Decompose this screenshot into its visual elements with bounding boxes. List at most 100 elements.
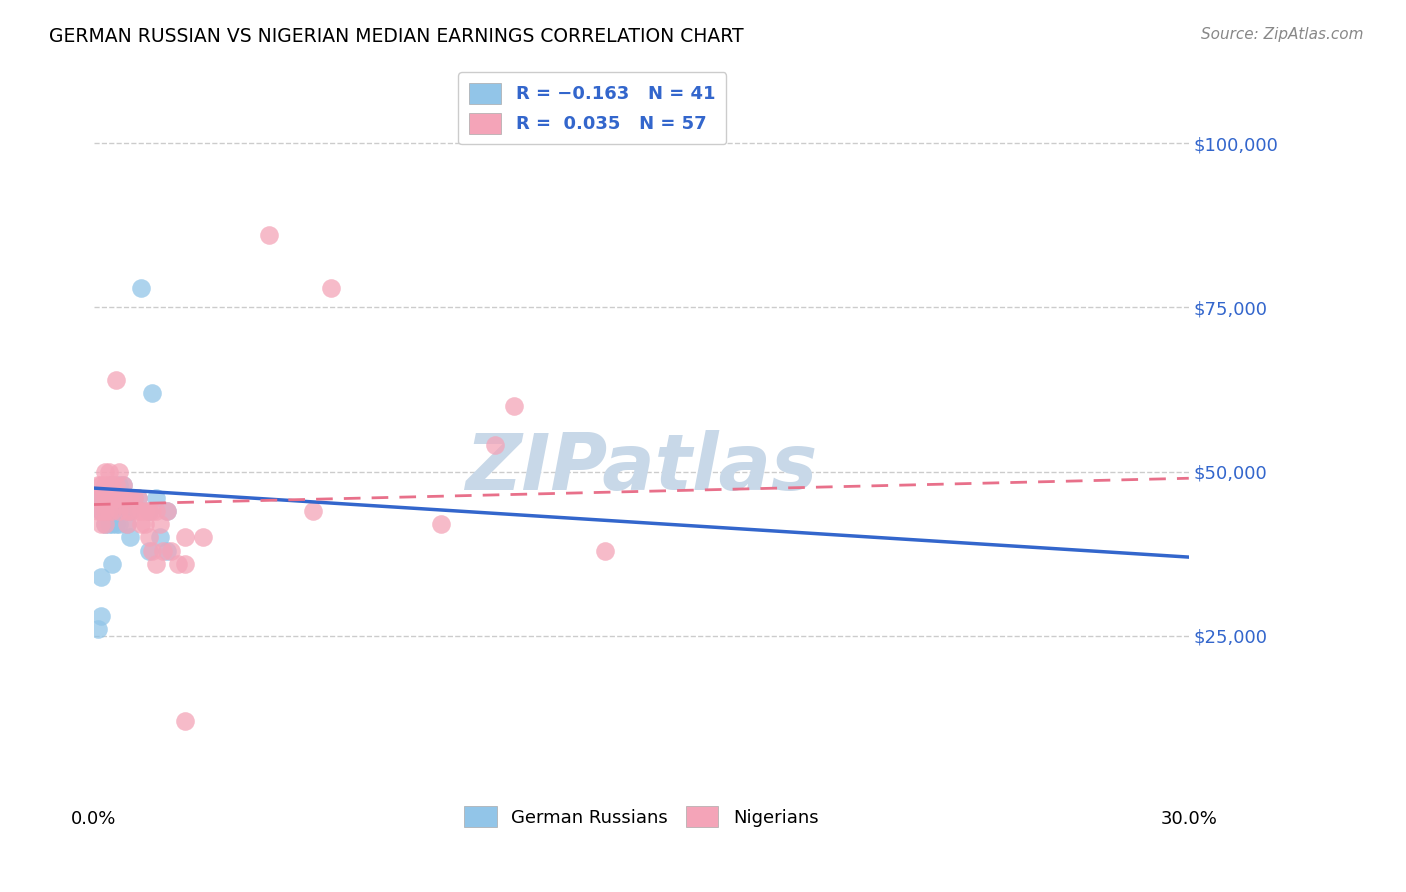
Point [94, 517, 117, 532]
Point [108, 465, 131, 479]
Point [174, 530, 197, 544]
Point [90, 504, 112, 518]
Point [101, 517, 124, 532]
Point [115, 517, 138, 532]
Text: Source: ZipAtlas.com: Source: ZipAtlas.com [1201, 27, 1364, 42]
Point [138, 504, 160, 518]
Point [104, 517, 127, 532]
Point [101, 491, 124, 505]
Text: GERMAN RUSSIAN VS NIGERIAN MEDIAN EARNINGS CORRELATION CHART: GERMAN RUSSIAN VS NIGERIAN MEDIAN EARNIN… [49, 27, 744, 45]
Point [104, 373, 127, 387]
Point [104, 491, 127, 505]
Point [97, 517, 120, 532]
Point [138, 543, 160, 558]
Point [131, 504, 153, 518]
Point [90, 609, 112, 624]
Point [86, 491, 108, 505]
Point [131, 517, 153, 532]
Point [138, 530, 160, 544]
Point [122, 491, 145, 505]
Point [141, 385, 163, 400]
Point [101, 557, 124, 571]
Point [112, 478, 135, 492]
Point [108, 491, 131, 505]
Point [145, 557, 167, 571]
Point [94, 478, 117, 492]
Point [90, 504, 112, 518]
Point [302, 504, 325, 518]
Point [101, 478, 124, 492]
Point [484, 438, 506, 452]
Point [101, 504, 124, 518]
Point [156, 543, 179, 558]
Point [502, 399, 524, 413]
Point [120, 504, 142, 518]
Point [120, 491, 142, 505]
Point [115, 504, 138, 518]
Point [152, 543, 174, 558]
Point [90, 491, 112, 505]
Point [97, 491, 120, 505]
Point [141, 543, 163, 558]
Point [156, 504, 179, 518]
Point [134, 504, 156, 518]
Point [131, 281, 153, 295]
Point [112, 491, 135, 505]
Point [174, 557, 197, 571]
Point [97, 478, 120, 492]
Point [90, 478, 112, 492]
Point [149, 517, 172, 532]
Point [127, 504, 149, 518]
Point [321, 281, 343, 295]
Point [101, 491, 124, 505]
Point [104, 491, 127, 505]
Point [174, 714, 197, 729]
Point [141, 504, 163, 518]
Point [159, 543, 181, 558]
Point [108, 478, 131, 492]
Point [86, 478, 108, 492]
Legend: German Russians, Nigerians: German Russians, Nigerians [457, 799, 825, 835]
Point [108, 517, 131, 532]
Point [134, 517, 156, 532]
Point [429, 517, 451, 532]
Text: ZIPatlas: ZIPatlas [465, 430, 817, 506]
Point [94, 504, 117, 518]
Point [97, 465, 120, 479]
Point [108, 491, 131, 505]
Point [94, 491, 117, 505]
Point [115, 517, 138, 532]
Point [112, 478, 135, 492]
Point [122, 491, 145, 505]
Point [193, 530, 215, 544]
Point [94, 465, 117, 479]
Point [108, 504, 131, 518]
Point [97, 504, 120, 518]
Point [149, 530, 172, 544]
Point [115, 504, 138, 518]
Point [104, 504, 127, 518]
Point [104, 478, 127, 492]
Point [120, 491, 142, 505]
Point [593, 543, 616, 558]
Point [94, 504, 117, 518]
Point [156, 504, 179, 518]
Point [90, 491, 112, 505]
Point [145, 491, 167, 505]
Point [97, 504, 120, 518]
Point [90, 517, 112, 532]
Point [86, 504, 108, 518]
Point [145, 504, 167, 518]
Point [90, 570, 112, 584]
Point [97, 491, 120, 505]
Point [167, 557, 190, 571]
Point [94, 491, 117, 505]
Point [86, 491, 108, 505]
Point [86, 623, 108, 637]
Point [120, 530, 142, 544]
Point [101, 504, 124, 518]
Point [138, 504, 160, 518]
Point [120, 504, 142, 518]
Point [94, 517, 117, 532]
Point [257, 228, 280, 243]
